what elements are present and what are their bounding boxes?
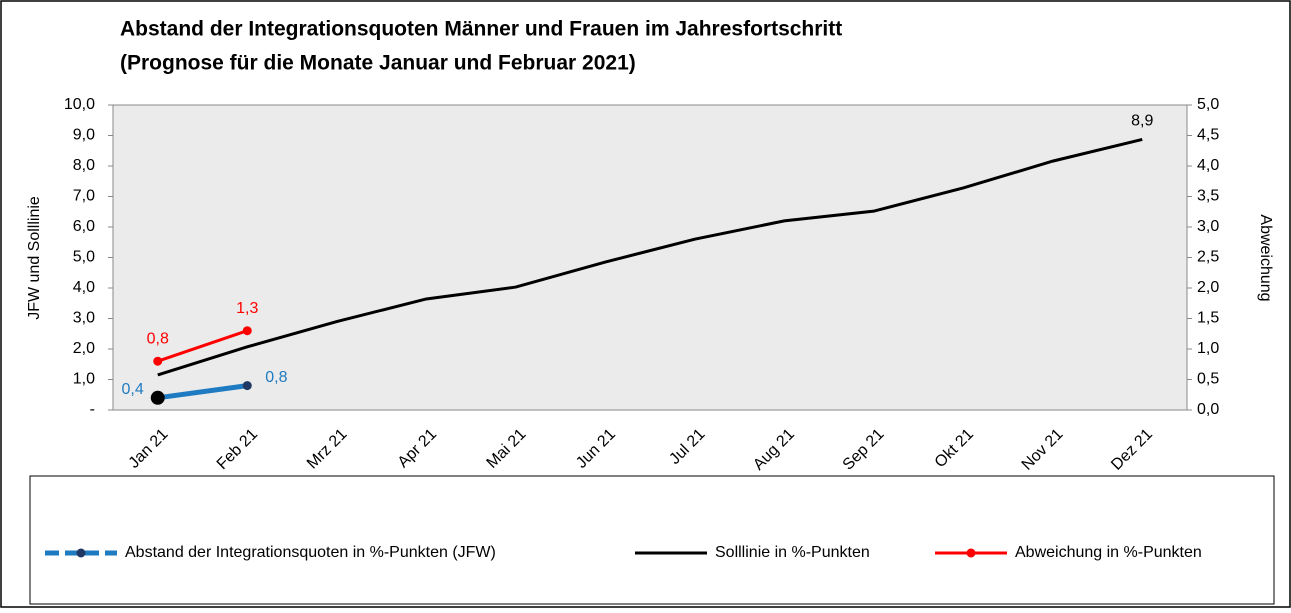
data-label: 0,4 [122,381,144,398]
y2-tick-label: 4,0 [1197,157,1219,174]
y-tick-label: 8,0 [73,157,95,174]
y-tick-label: 10,0 [64,96,95,113]
y-tick-label: 5,0 [73,249,95,266]
y-tick-label: 9,0 [73,127,95,144]
y-tick-label: 7,0 [73,188,95,205]
y2-tick-label: 1,0 [1197,340,1219,357]
data-label: 0,8 [147,330,169,347]
y-tick-label: 3,0 [73,310,95,327]
data-point [242,381,252,391]
y2-tick-label: 5,0 [1197,96,1219,113]
y-tick-label: 4,0 [73,279,95,296]
legend-label: Solllinie in %-Punkten [715,544,870,561]
series-line [157,383,248,401]
y-tick-label: 2,0 [73,340,95,357]
series-line [157,329,248,363]
legend-label: Abweichung in %-Punkten [1015,544,1202,561]
y2-tick-label: 3,5 [1197,188,1219,205]
y2-tick-label: 3,0 [1197,218,1219,235]
y-tick-label: 6,0 [73,218,95,235]
chart-title: Abstand der Integrationsquoten Männer un… [120,18,842,41]
legend-marker [966,548,976,558]
y2-tick-label: 2,5 [1197,249,1219,266]
y-tick-label: 1,0 [73,371,95,388]
y2-tick-label: 2,0 [1197,279,1219,296]
y-tick-label: - [90,401,95,418]
chart-title: (Prognose für die Monate Januar und Febr… [120,52,636,75]
series-line [157,138,1143,377]
legend-marker [76,548,86,558]
data-point [150,390,165,405]
data-point [242,326,252,336]
y2-tick-label: 4,5 [1197,127,1219,144]
data-point [153,356,163,366]
y2-axis-title: Abweichung [1257,214,1274,301]
y-axis-title: JFW und Solllinie [26,196,43,320]
legend-box [29,475,1275,605]
y2-tick-label: 1,5 [1197,310,1219,327]
data-label: 8,9 [1131,113,1153,130]
legend-label: Abstand der Integrationsquoten in %-Punk… [125,544,496,561]
y2-tick-label: 0,0 [1197,401,1219,418]
data-label: 1,3 [236,300,258,317]
data-label: 0,8 [265,369,287,386]
y2-tick-label: 0,5 [1197,371,1219,388]
plot-area [112,104,1188,411]
